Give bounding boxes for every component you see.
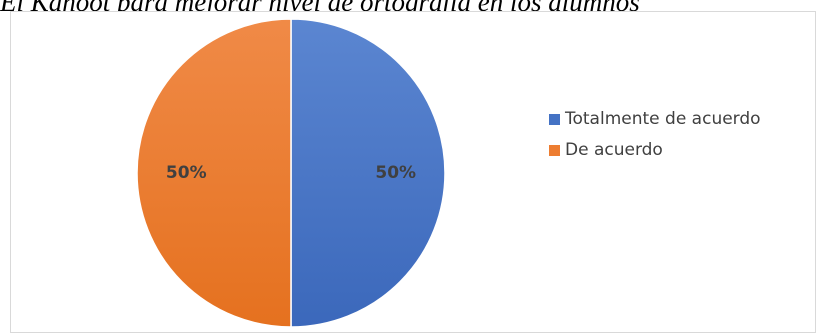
legend-swatch-totalmente-de-acuerdo: [549, 113, 560, 125]
legend: Totalmente de acuerdo De acuerdo: [549, 108, 761, 170]
legend-item-totalmente-de-acuerdo: Totalmente de acuerdo: [549, 108, 761, 130]
chart-area: 50% 50% Totalmente de acuerdo De acuerdo: [10, 11, 816, 333]
legend-item-de-acuerdo: De acuerdo: [549, 139, 761, 161]
legend-swatch-de-acuerdo: [549, 144, 560, 156]
pie-slice-totalmente-de-acuerdo: [290, 18, 446, 328]
data-label-totalmente-de-acuerdo: 50%: [375, 163, 416, 183]
pie-slice-de-acuerdo: [136, 18, 292, 328]
legend-label-totalmente-de-acuerdo: Totalmente de acuerdo: [565, 109, 761, 129]
data-label-de-acuerdo: 50%: [166, 163, 207, 183]
pie-chart: 50% 50%: [136, 18, 446, 328]
legend-label-de-acuerdo: De acuerdo: [565, 140, 663, 160]
